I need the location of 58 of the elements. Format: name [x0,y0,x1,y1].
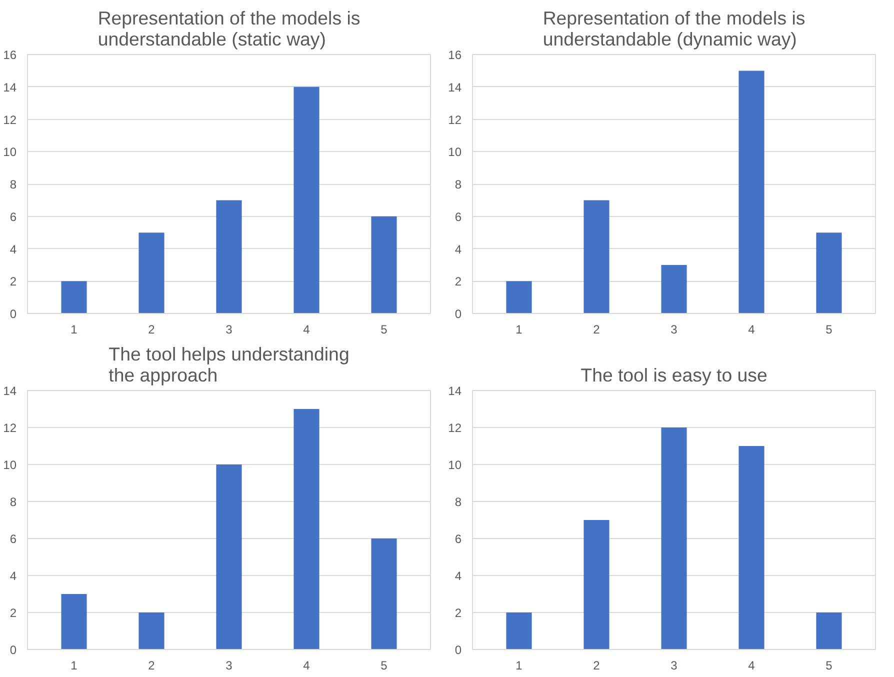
y-tick-label: 12 [448,421,462,435]
y-tick-label: 16 [3,48,17,62]
y-tick-label: 2 [10,606,17,620]
y-tick-label: 8 [454,495,462,509]
y-tick-label: 8 [454,178,462,192]
y-tick-label: 10 [3,458,17,472]
y-tick-label: 10 [448,458,462,472]
x-tick-label: 1 [516,658,523,672]
y-tick-label: 0 [454,643,462,657]
x-tick-label: 2 [148,658,156,672]
y-tick-label: 2 [454,274,462,289]
x-tick-label: 5 [826,658,833,672]
y-tick-label: 2 [454,606,462,620]
y-tick-label: 6 [454,532,462,546]
x-tick-label: 1 [70,658,78,672]
x-tick-label: 3 [670,322,678,336]
x-tick-label: 4 [303,322,310,336]
y-tick-label: 10 [3,145,17,160]
y-tick-label: 4 [10,569,17,583]
chart-title: Representation of the models is understandable (static way) [98,8,360,50]
x-tick-label: 2 [593,322,600,336]
y-tick-label: 0 [454,307,462,321]
x-tick-label: 5 [380,658,388,672]
y-tick-label: 4 [454,569,462,583]
x-tick-label: 4 [303,658,310,672]
x-tick-label: 4 [748,658,756,672]
y-tick-label: 12 [3,112,17,127]
y-tick-label: 12 [3,421,17,435]
x-tick-label: 5 [826,322,833,336]
y-tick-label: 14 [448,80,462,94]
x-tick-label: 1 [70,322,78,336]
x-tick-label: 4 [748,322,756,336]
y-tick-label: 14 [3,384,17,398]
y-tick-label: 4 [454,242,462,256]
y-tick-label: 2 [10,274,17,289]
x-tick-label: 5 [380,322,388,336]
x-tick-label: 1 [516,322,523,336]
y-tick-label: 6 [454,210,462,224]
y-tick-label: 16 [448,48,462,62]
y-tick-label: 0 [10,643,17,657]
x-tick-label: 3 [226,658,233,672]
x-tick-label: 2 [148,322,156,336]
x-tick-label: 3 [670,658,678,672]
y-tick-label: 0 [10,307,17,321]
y-tick-label: 4 [10,242,17,256]
y-tick-label: 8 [10,495,17,509]
chart-title: The tool is easy to use [580,364,768,386]
chart-title: The tool helps understanding the approach [108,344,350,386]
x-tick-label: 2 [593,658,600,672]
y-tick-label: 8 [10,178,17,192]
y-tick-label: 12 [448,112,462,127]
y-tick-label: 14 [448,384,462,398]
x-tick-label: 3 [226,322,233,336]
y-tick-label: 6 [10,532,17,546]
chart-title: Representation of the models is understandable (dynamic way) [542,8,806,50]
y-tick-label: 10 [448,145,462,160]
y-tick-label: 6 [10,210,17,224]
y-tick-label: 14 [3,80,17,94]
